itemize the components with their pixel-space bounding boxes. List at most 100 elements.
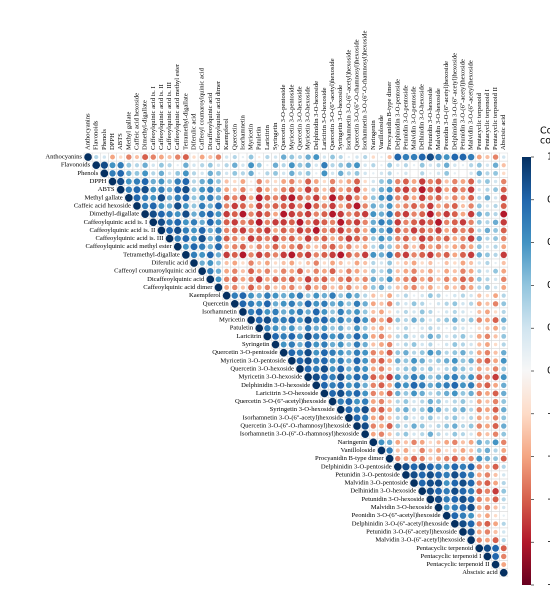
correlation-circle (224, 187, 230, 193)
correlation-circle (402, 178, 409, 185)
correlation-circle (379, 350, 384, 356)
correlation-circle (436, 317, 441, 323)
correlation-circle (378, 366, 385, 372)
correlation-circle (280, 251, 287, 259)
correlation-circle (200, 163, 205, 168)
correlation-circle (460, 203, 466, 209)
correlation-circle (304, 210, 312, 218)
correlation-circle (371, 309, 376, 315)
correlation-circle (403, 309, 409, 315)
correlation-circle (378, 431, 385, 437)
row-label: Tetramethyl-digallate (123, 251, 180, 258)
column-label: Anthocyanins (85, 113, 92, 150)
correlation-circle (501, 342, 506, 347)
correlation-circle (288, 316, 296, 324)
correlation-circle (289, 227, 295, 234)
correlation-circle (485, 366, 490, 372)
correlation-circle (427, 431, 434, 437)
correlation-circle (411, 366, 417, 372)
correlation-circle (378, 357, 385, 364)
correlation-circle (175, 170, 181, 176)
correlation-circle (501, 301, 507, 307)
correlation-circle (379, 391, 384, 396)
correlation-circle (223, 227, 230, 234)
correlation-circle (249, 180, 253, 183)
correlation-circle (477, 195, 482, 200)
correlation-circle (305, 170, 311, 176)
correlation-circle (207, 227, 214, 234)
correlation-circle (453, 163, 457, 167)
correlation-circle (240, 171, 246, 176)
correlation-circle (493, 456, 498, 462)
correlation-circle (386, 203, 393, 209)
correlation-circle (264, 268, 271, 274)
correlation-circle (241, 163, 245, 167)
correlation-circle (452, 399, 457, 404)
correlation-circle (395, 334, 400, 339)
correlation-circle (476, 480, 482, 486)
correlation-circle (451, 153, 459, 161)
correlation-circle (493, 179, 498, 184)
correlation-circle (207, 203, 214, 209)
correlation-circle (337, 341, 344, 348)
correlation-circle (329, 382, 336, 389)
correlation-circle (322, 187, 327, 192)
correlation-circle (435, 235, 442, 242)
correlation-circle (469, 293, 473, 298)
correlation-circle (263, 316, 272, 324)
correlation-circle (305, 293, 311, 299)
correlation-circle (468, 512, 475, 519)
correlation-circle (265, 154, 270, 160)
correlation-circle (386, 423, 393, 429)
correlation-circle (378, 406, 385, 413)
correlation-circle (157, 226, 166, 235)
correlation-circle (338, 260, 343, 266)
correlation-circle (166, 219, 173, 226)
column-label: Abscisic acid (500, 114, 507, 150)
correlation-circle (485, 269, 490, 273)
correlation-circle (420, 293, 424, 298)
correlation-circle (370, 251, 377, 258)
correlation-circle (469, 327, 473, 330)
correlation-circle (501, 399, 507, 404)
correlation-circle (182, 251, 190, 259)
correlation-circle (158, 170, 165, 177)
correlation-circle (117, 177, 125, 186)
correlation-circle (451, 495, 459, 503)
correlation-circle (476, 488, 483, 495)
correlation-circle (387, 334, 392, 339)
correlation-circle (289, 178, 295, 185)
correlation-circle (330, 276, 335, 282)
correlation-circle (297, 154, 303, 160)
correlation-circle (387, 154, 392, 160)
correlation-circle (297, 211, 303, 218)
correlation-circle (492, 390, 499, 397)
correlation-circle (379, 261, 384, 265)
correlation-circle (501, 521, 506, 526)
correlation-circle (371, 187, 376, 192)
correlation-circle (477, 179, 482, 184)
correlation-circle (312, 373, 320, 381)
row-label: Caffeoyl coumaroylquinic acid (114, 268, 197, 275)
correlation-circle (362, 309, 368, 315)
correlation-circle (320, 373, 328, 381)
correlation-circle (363, 293, 368, 298)
correlation-circle (100, 161, 109, 169)
correlation-circle (427, 251, 434, 259)
correlation-circle (142, 170, 149, 177)
column-label: Isorhamnetin 3-O-(6''-acetyl)hexoside (345, 50, 352, 150)
correlation-circle (443, 235, 450, 242)
correlation-circle (492, 552, 500, 560)
correlation-circle (420, 285, 425, 290)
row-label: Laricitrin 3-O-hexoside (256, 390, 319, 397)
correlation-circle (476, 366, 482, 372)
correlation-circle (420, 399, 425, 404)
correlation-circle (345, 194, 353, 202)
correlation-circle (313, 186, 319, 193)
correlation-circle (467, 235, 475, 242)
correlation-circle (379, 342, 384, 347)
correlation-circle (452, 285, 457, 290)
correlation-circle (411, 268, 417, 274)
correlation-circle (435, 382, 442, 389)
